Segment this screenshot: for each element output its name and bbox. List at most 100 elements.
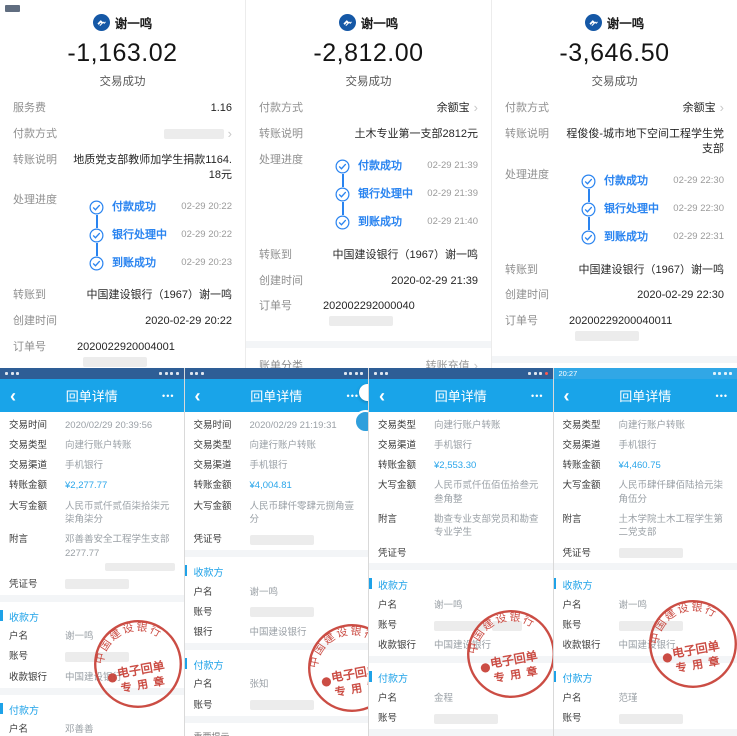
- more-menu-icon[interactable]: •••: [715, 390, 728, 401]
- row-value: 土木学院土木工程学生第二党支部: [618, 513, 724, 539]
- row-value: [249, 533, 360, 546]
- row-value: [434, 619, 544, 632]
- step-time: 02-29 22:31: [673, 231, 724, 243]
- row-value: [69, 127, 224, 142]
- floating-assistant-button[interactable]: [354, 410, 369, 433]
- row-value: [65, 650, 175, 663]
- row-label: 账号: [193, 606, 213, 618]
- row-value: 中国建设银行（1967）谢一鸣: [578, 263, 724, 276]
- section-divider: [184, 550, 368, 558]
- row-label: 大写金额: [9, 500, 48, 512]
- row-label: 转账金额: [193, 480, 232, 492]
- row-label: 转账金额: [378, 460, 417, 472]
- ccb-bank-logo-icon: [92, 14, 110, 31]
- back-icon[interactable]: ‹: [563, 385, 570, 406]
- status-dot-icon: [343, 372, 347, 375]
- row-label: 交易类型: [193, 439, 232, 451]
- row-label: 收款银行: [9, 671, 48, 683]
- redacted-suffix: [329, 316, 393, 327]
- redacted-line: [104, 562, 175, 571]
- detail-row: 创建时间 2020-02-29 22:30: [505, 288, 724, 303]
- progress-steps: 付款成功 02-29 21:39 银行处理中 02-29 21:39 到账成功 02-29…: [335, 153, 478, 237]
- status-icons-right: [159, 372, 179, 375]
- back-icon[interactable]: ‹: [194, 385, 201, 406]
- redacted-value: [618, 548, 683, 559]
- more-menu-icon[interactable]: •••: [346, 390, 359, 401]
- detail-row: 处理进度 付款成功 02-29 20:22 银行处理中 02-29 20:22 到账成功 0…: [13, 193, 232, 277]
- detail-row: 附言 邓善善安全工程学生支部2277.77: [0, 530, 184, 575]
- row-label: 转账到: [13, 289, 46, 302]
- check-circle-icon: [335, 187, 350, 203]
- detail-row[interactable]: 付款方式 ›: [13, 126, 232, 142]
- detail-row: 大写金额 人民币肆仟零肆元捌角壹分: [185, 496, 369, 530]
- receipt-header: 谢一鸣: [13, 0, 232, 32]
- receipt-detail-screen: ‹ 回单详情 ••• 交易时间 2020/02/29 20:39:56 交易类型 向建行账户…: [0, 368, 185, 736]
- row-value: [618, 547, 729, 560]
- transaction-amount: -2,812.00: [313, 39, 424, 67]
- row-value: 中国建设银行: [249, 627, 307, 639]
- row-value: 2020022920004001: [69, 340, 232, 368]
- receipt-body: 交易时间 2020/02/29 21:19:31 交易类型 向建行账户转账 交易渠道 手机…: [184, 412, 369, 736]
- status-icons-left: [5, 372, 19, 375]
- section-divider: [492, 355, 737, 363]
- progress-step: 付款成功 02-29 21:39: [335, 153, 478, 181]
- detail-row: 账号: [554, 616, 737, 636]
- section-divider: [184, 642, 368, 650]
- row-value: 手机银行: [618, 439, 657, 451]
- row-label: 大写金额: [193, 500, 232, 512]
- detail-row: 账号: [369, 616, 553, 636]
- status-dot-icon: [164, 372, 168, 375]
- detail-row[interactable]: 账单分类 转账充值 ›: [259, 358, 478, 368]
- row-value: 人民币贰仟贰佰柒拾柒元柒角柒分: [65, 500, 170, 525]
- check-circle-icon: [581, 230, 596, 246]
- check-circle-icon: [89, 227, 104, 243]
- detail-row: 创建时间 2020-02-29 21:39: [259, 274, 478, 289]
- more-menu-icon[interactable]: •••: [162, 390, 175, 401]
- status-dot-icon: [712, 372, 716, 375]
- check-circle-icon: [335, 159, 350, 175]
- back-icon[interactable]: ‹: [10, 385, 16, 406]
- row-value: 手机银行: [249, 460, 288, 472]
- check-circle-icon: [581, 202, 596, 218]
- row-value: 人民币肆仟肆佰陆拾元柒角伍分: [618, 480, 724, 505]
- step-label: 付款成功: [112, 200, 156, 213]
- page-title: 回单详情: [434, 389, 487, 404]
- row-value: 人民币肆仟零肆元捌角壹分: [249, 500, 355, 525]
- redacted-value: [618, 620, 683, 631]
- receipt-body: 交易类型 向建行账户转账 交易渠道 手机银行 转账金额 ¥4,460.75 大写金额 人民币肆…: [553, 412, 737, 736]
- status-dot-icon: [379, 372, 383, 375]
- detail-row[interactable]: 付款方式 余额宝 ›: [259, 100, 478, 116]
- redacted-value: [492, 620, 522, 631]
- detail-row: 创建时间 2020-02-29 20:22: [13, 314, 232, 329]
- transaction-status: 交易成功: [99, 76, 146, 88]
- floating-widget[interactable]: [359, 384, 369, 401]
- nav-bar: ‹ 回单详情 •••: [369, 379, 553, 412]
- row-label: 处理进度: [259, 153, 303, 166]
- back-icon[interactable]: ‹: [379, 385, 385, 406]
- detail-row: 银行 中国建设银行: [185, 623, 369, 643]
- row-value: [618, 619, 729, 632]
- section-divider: [0, 594, 184, 602]
- detail-row: 交易渠道 手机银行: [554, 435, 737, 455]
- row-label: 付款方式: [505, 102, 549, 114]
- nav-bar: ‹ 回单详情 •••: [553, 379, 737, 412]
- section-divider: [246, 341, 491, 349]
- section-divider: [369, 728, 553, 736]
- row-label: 账号: [378, 713, 398, 725]
- status-bar: [0, 368, 184, 379]
- row-value: 张知: [249, 679, 269, 691]
- detail-row: 收款银行 中国建设银行: [369, 636, 553, 656]
- section-divider: [553, 728, 737, 736]
- detail-row: 户名 谢一鸣: [369, 595, 553, 615]
- more-menu-icon[interactable]: •••: [531, 390, 544, 401]
- detail-row: 交易类型 向建行账户转账: [0, 435, 184, 455]
- detail-row: 交易渠道 手机银行: [369, 435, 553, 455]
- row-label: 交易类型: [9, 439, 48, 451]
- detail-row[interactable]: 付款方式 余额宝 ›: [505, 100, 724, 116]
- detail-rows: 服务费 1.16 付款方式 › 转账说明 地质党支部教师加学生捐款1164.18元 处理进度…: [13, 101, 232, 368]
- section-divider: [553, 563, 737, 571]
- detail-row: 交易类型 向建行账户转账: [369, 415, 553, 435]
- step-time: 02-29 21:39: [427, 160, 478, 172]
- page-title: 回单详情: [619, 389, 672, 404]
- detail-row: 转账说明 土木专业第一支部2812元: [259, 127, 478, 142]
